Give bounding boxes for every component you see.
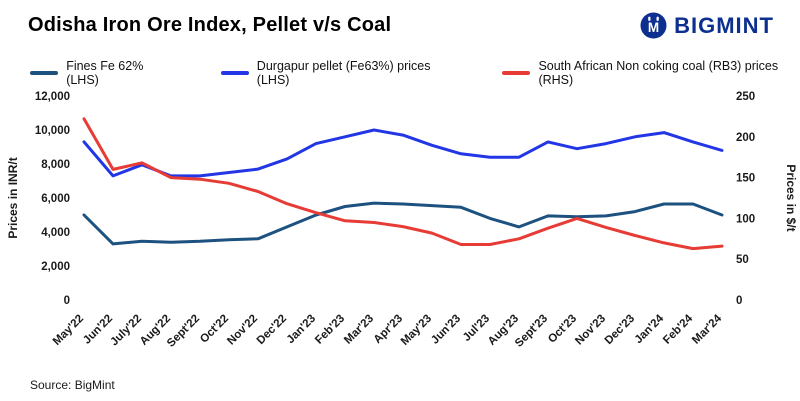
y-tick-label-left: 6,000 <box>41 193 70 205</box>
legend-item: Fines Fe 62% (LHS) <box>30 59 173 87</box>
x-tick-label: Jan'23 <box>285 313 318 346</box>
right-axis-title: Prices in $/t <box>784 164 798 231</box>
x-tick-label: Dec'23 <box>603 313 637 347</box>
x-tick-label: Feb'23 <box>313 313 347 347</box>
legend-item: Durgapur pellet (Fe63%) prices (LHS) <box>220 59 455 87</box>
header: Odisha Iron Ore Index, Pellet v/s Coal M… <box>28 10 774 39</box>
y-tick-label-left: 8,000 <box>41 159 70 171</box>
series-line-1 <box>82 128 724 178</box>
y-tick-label-left: 12,000 <box>35 91 70 103</box>
page-title: Odisha Iron Ore Index, Pellet v/s Coal <box>28 14 392 36</box>
bigmint-logo: M BIGMINT <box>640 12 774 39</box>
bigmint-logo-text: BIGMINT <box>674 12 774 38</box>
y-tick-label-right: 250 <box>736 91 755 103</box>
y-tick-label-right: 100 <box>736 213 755 225</box>
source-note: Source: BigMint <box>30 378 115 392</box>
y-tick-label-left: 2,000 <box>41 261 70 273</box>
chart-legend: Fines Fe 62% (LHS) Durgapur pellet (Fe63%… <box>30 59 800 87</box>
x-tick-label: Jun'23 <box>429 313 463 347</box>
y-tick-label-left: 0 <box>64 295 70 307</box>
legend-swatch <box>30 71 59 75</box>
legend-label: Fines Fe 62% (LHS) <box>66 59 144 87</box>
x-tick-label: Nov'23 <box>573 313 608 348</box>
line-chart: 0 2,000 4,000 6,000 8,000 10,000 12,000 0 50 100 1… <box>6 91 798 350</box>
y-tick-label-right: 50 <box>736 254 749 266</box>
legend-item: South African Non coking coal (RB3) pric… <box>502 59 800 87</box>
y-tick-label-right: 0 <box>736 295 742 307</box>
left-axis-title: Prices in INR/t <box>6 157 20 238</box>
x-tick-label: May'23 <box>399 313 434 348</box>
y-tick-label-right: 150 <box>736 173 755 185</box>
y-tick-label-left: 4,000 <box>41 227 70 239</box>
legend-swatch <box>502 71 531 75</box>
series-line-0 <box>82 201 724 246</box>
x-tick-label: July'22 <box>108 313 144 349</box>
series-line-2 <box>82 117 724 251</box>
y-tick-label-left: 10,000 <box>35 125 70 137</box>
x-tick-label: Feb'24 <box>661 312 695 346</box>
x-tick-label: Nov'22 <box>225 313 260 348</box>
x-tick-label: Jan'24 <box>633 312 667 346</box>
legend-label: South African Non coking coal (RB3) pric… <box>538 59 779 87</box>
x-tick-label: Dec'22 <box>255 313 289 347</box>
x-tick-label: Sept'22 <box>165 313 202 350</box>
y-tick-label-right: 200 <box>736 132 755 144</box>
x-tick-label: May'22 <box>51 313 86 348</box>
x-tick-label: Mar'24 <box>690 312 724 346</box>
x-tick-label: Sept'23 <box>513 313 550 350</box>
svg-text:M: M <box>648 20 659 35</box>
legend-label: Durgapur pellet (Fe63%) prices (LHS) <box>256 59 431 87</box>
bigmint-logo-icon: M <box>640 12 667 39</box>
x-tick-label: Mar'23 <box>342 313 376 347</box>
legend-swatch <box>220 71 249 75</box>
